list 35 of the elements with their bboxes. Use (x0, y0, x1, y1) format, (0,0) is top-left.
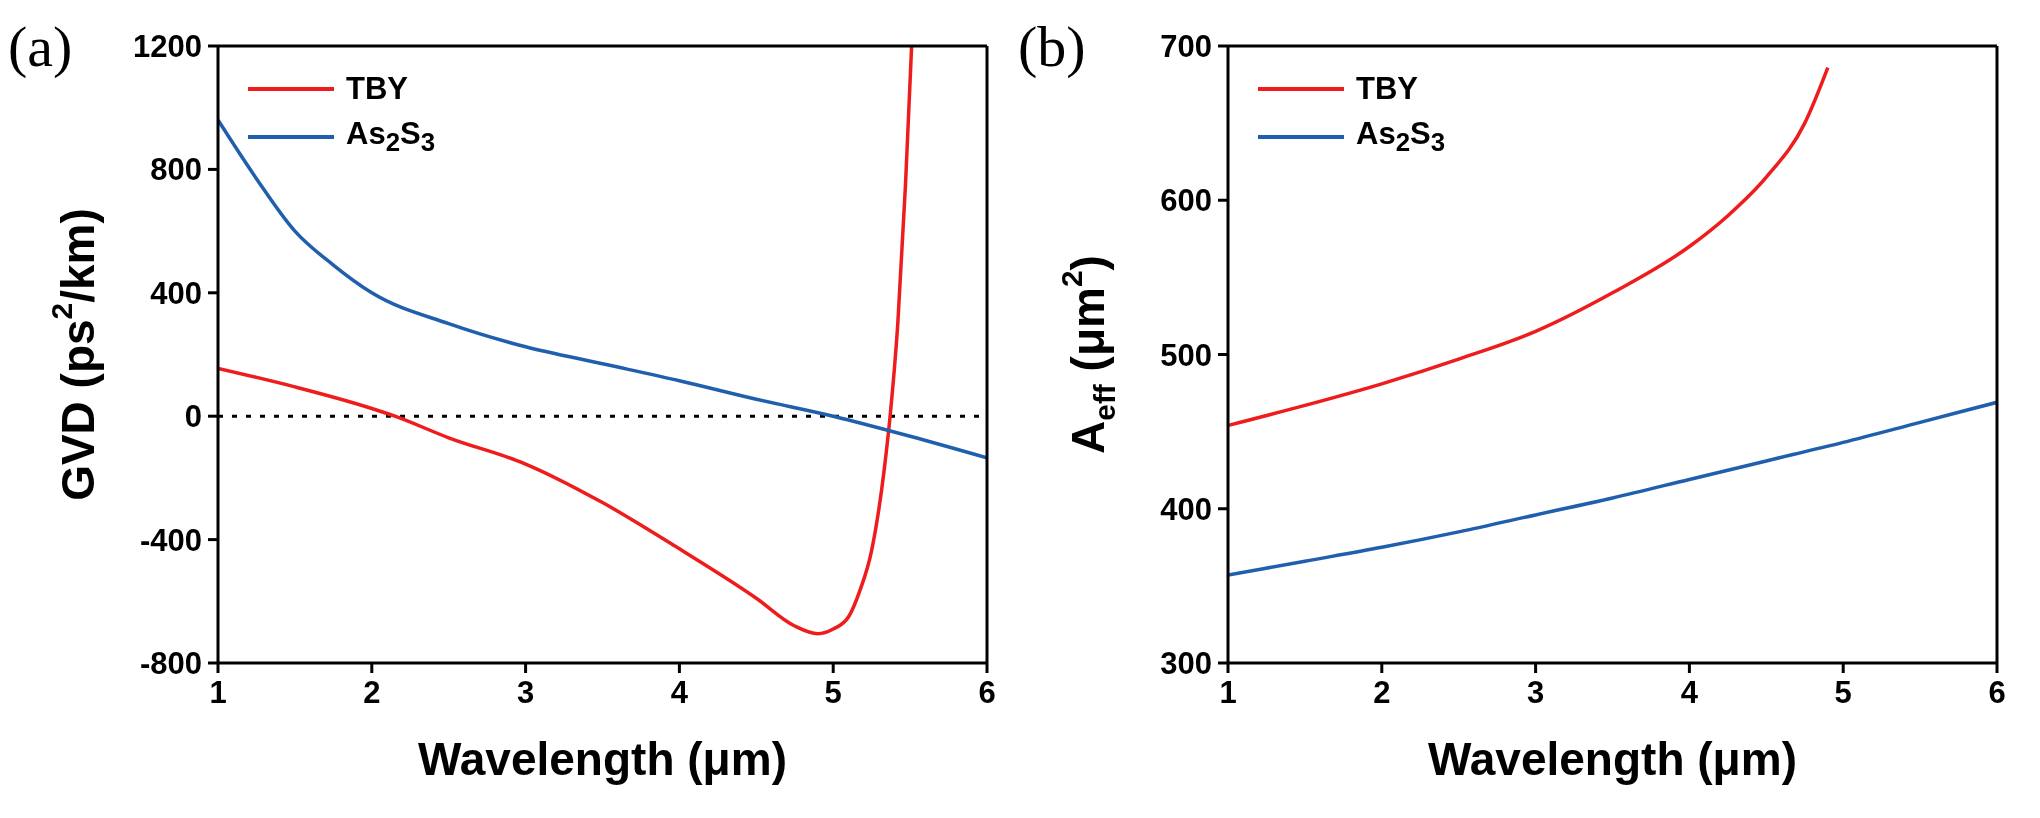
y-tick-label: 800 (150, 152, 202, 188)
x-tick-label: 6 (1988, 675, 2006, 711)
x-tick-label: 4 (1680, 675, 1699, 711)
x-axis-title: Wavelength (μm) (1428, 733, 1797, 785)
line-series (1228, 400, 1997, 577)
line-series (218, 46, 914, 636)
x-tick-label: 2 (1373, 675, 1391, 711)
y-tick-label: 300 (1160, 646, 1212, 682)
x-tick-label: 1 (1219, 675, 1237, 711)
y-tick-label: 1200 (133, 29, 202, 65)
text: (b) (1018, 14, 1086, 79)
x-tick-label: 5 (824, 675, 842, 711)
x-axis-title: Wavelength (μm) (418, 733, 787, 785)
line-series (1228, 65, 1830, 428)
x-tick-label: 5 (1834, 675, 1852, 711)
y-tick-label: 600 (1160, 183, 1212, 219)
legend-label: TBY (346, 71, 408, 107)
x-tick-label: 2 (363, 675, 381, 711)
x-tick-label: 3 (1526, 675, 1545, 711)
y-tick-label: -800 (139, 646, 202, 682)
y-tick-label: -400 (139, 522, 202, 558)
x-tick-label: 3 (516, 675, 535, 711)
x-tick-label: 6 (978, 675, 996, 711)
x-tick-label: 4 (670, 675, 689, 711)
y-tick-label: 0 (184, 399, 202, 435)
line-series (218, 118, 987, 460)
legend-label: As$_{2}$S$_{3}$ (1356, 116, 1446, 158)
y-tick-label: 400 (1160, 491, 1212, 527)
y-tick-label: 500 (1160, 337, 1212, 373)
y-tick-label: 700 (1160, 29, 1212, 65)
y-tick-label: 400 (150, 275, 202, 311)
legend-label: As$_{2}$S$_{3}$ (346, 116, 436, 158)
text: (a) (8, 14, 73, 79)
legend-label: TBY (1356, 71, 1418, 107)
x-tick-label: 1 (209, 675, 227, 711)
